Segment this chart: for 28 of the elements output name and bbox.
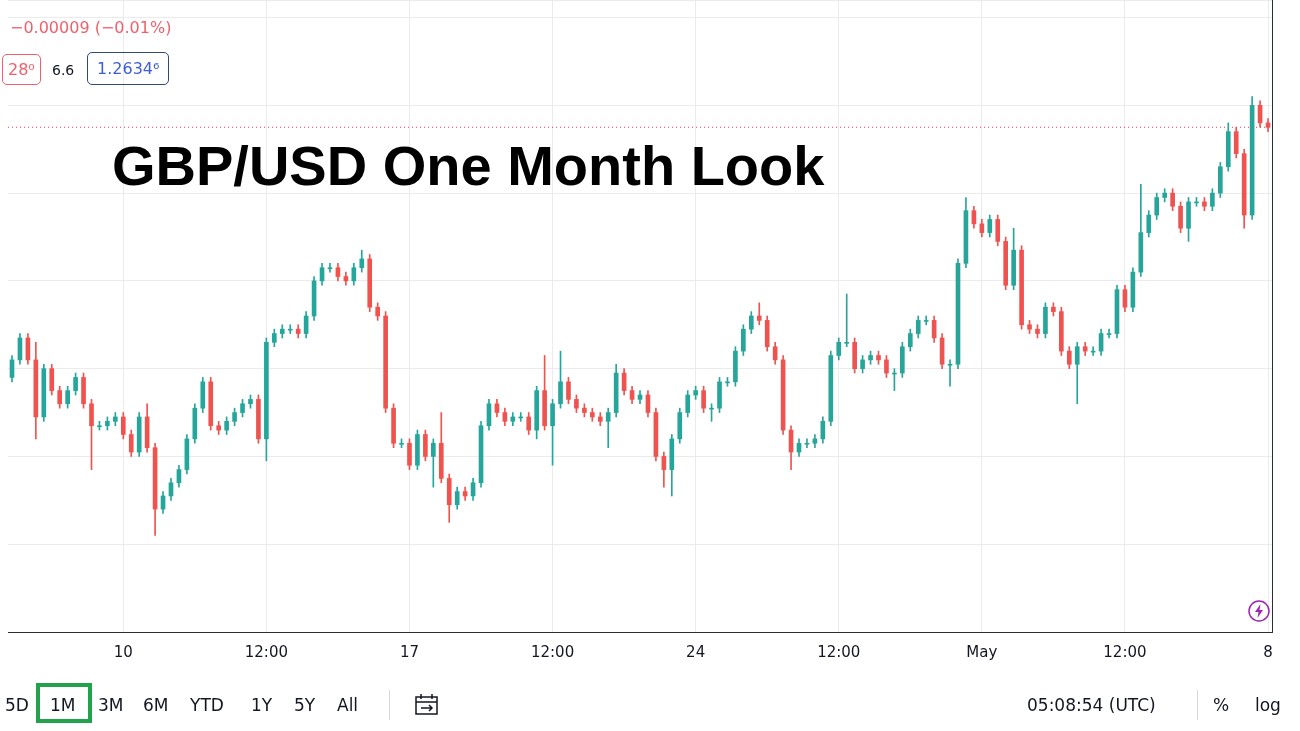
x-tick-label: 12:00: [817, 642, 861, 661]
x-tick-label: 17: [399, 642, 420, 661]
text: 1Y: [251, 694, 273, 717]
x-tick-label: May: [966, 642, 998, 661]
text: YTD: [190, 694, 224, 717]
text: 28⁰: [2, 54, 41, 85]
x-tick-label: 24: [686, 642, 706, 661]
x-tick-label: 8: [1263, 642, 1273, 661]
text: 5Y: [294, 694, 316, 717]
text: 05:08:54 (UTC): [1027, 694, 1156, 717]
candlestick: [605, 407, 611, 448]
text: 5D: [5, 694, 29, 717]
candlestick: [844, 293, 850, 348]
text: 3M: [98, 694, 124, 717]
x-tick-label: 12:00: [244, 642, 288, 661]
x-tick-label: 12:00: [530, 642, 575, 661]
x-tick-label: 10: [113, 642, 133, 661]
text: log: [1255, 694, 1281, 717]
text: 1M: [50, 694, 76, 717]
text: %: [1213, 694, 1230, 717]
text: All: [337, 694, 359, 717]
text: −0.00009 (−0.01%): [10, 17, 172, 39]
text: 6.6: [52, 61, 75, 80]
text: 1.2634⁶: [87, 52, 170, 85]
text: GBP/USD One Month Look: [112, 134, 825, 197]
text: 6M: [143, 694, 169, 717]
candlestick: [947, 359, 953, 387]
x-tick-label: 12:00: [1103, 642, 1147, 661]
